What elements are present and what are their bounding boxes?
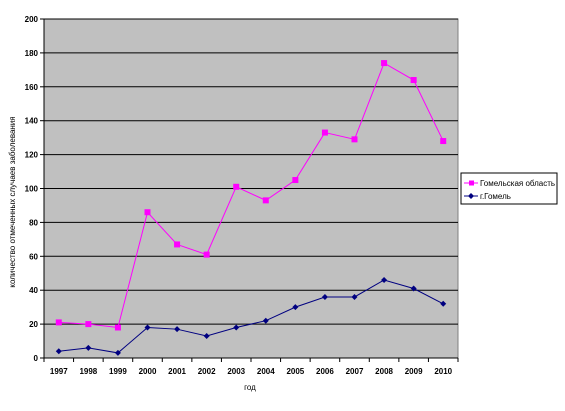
data-point [321, 293, 328, 300]
data-point [351, 136, 358, 143]
gridlines [44, 18, 458, 325]
y-tick-label: 140 [25, 117, 39, 126]
data-point [55, 348, 62, 355]
data-point [292, 304, 299, 311]
x-tick-label: 2005 [286, 367, 304, 376]
data-point [410, 77, 417, 84]
data-point [351, 293, 358, 300]
legend-box [460, 172, 558, 205]
data-point [292, 177, 299, 184]
series-line [58, 62, 444, 329]
y-tick-label: 20 [29, 320, 38, 329]
x-tick-label: 1997 [50, 367, 68, 376]
x-tick-label: 2006 [316, 367, 334, 376]
x-tick-label: 2004 [257, 367, 275, 376]
series-2 [55, 277, 447, 356]
series-line [58, 279, 444, 354]
data-point [55, 319, 62, 326]
y-tick-label: 100 [25, 185, 39, 194]
x-tick-label: 2010 [434, 367, 452, 376]
x-axis-ticks: 1997 1998 1999 2000 2001 2002 2003 2004 2005 2006… [43, 358, 459, 376]
data-point [440, 300, 447, 307]
x-tick-label: 2007 [346, 367, 364, 376]
x-tick-label: 2003 [227, 367, 245, 376]
x-tick-label: 1998 [79, 367, 97, 376]
y-tick-label: 0 [34, 354, 39, 363]
data-point [262, 317, 269, 324]
y-tick-label: 200 [25, 15, 39, 24]
y-tick-label: 80 [29, 218, 38, 227]
y-axis-ticks: 0 20 40 60 80 100 120 140 160 180 200 [25, 15, 44, 363]
x-axis-title: год [244, 383, 256, 392]
data-point [410, 285, 417, 292]
data-point [114, 324, 121, 331]
y-axis-title: количество отмеченных случаев заболевани… [8, 116, 17, 287]
x-tick-label: 2008 [375, 367, 393, 376]
data-point [321, 129, 328, 136]
x-tick-label: 2000 [139, 367, 157, 376]
legend-label-series-1: Гомельская область [480, 179, 555, 188]
series-1 [55, 60, 447, 331]
legend-marker-series-2 [468, 193, 474, 199]
data-point [174, 326, 181, 333]
x-tick-label: 2001 [168, 367, 186, 376]
legend: Гомельская область г.Гомель [460, 172, 558, 205]
y-tick-label: 60 [29, 252, 38, 261]
data-point [203, 332, 210, 339]
data-point [85, 344, 92, 351]
x-tick-label: 1999 [109, 367, 127, 376]
data-point [174, 241, 181, 248]
data-point [85, 321, 92, 328]
data-point [144, 209, 151, 216]
legend-marker-series-1 [469, 180, 474, 186]
y-tick-label: 120 [25, 151, 39, 160]
x-tick-label: 2002 [198, 367, 216, 376]
data-point [440, 138, 447, 145]
data-point [203, 251, 210, 258]
y-tick-label: 160 [25, 83, 39, 92]
data-point [233, 183, 240, 190]
data-point [233, 324, 240, 331]
legend-label-series-2: г.Гомель [480, 192, 511, 201]
series-group [55, 60, 447, 356]
data-point [144, 324, 151, 331]
y-tick-label: 40 [29, 286, 38, 295]
data-point [114, 349, 121, 356]
data-point [381, 60, 388, 67]
data-point [262, 197, 269, 204]
x-tick-label: 2009 [405, 367, 423, 376]
data-point [381, 277, 388, 284]
y-tick-label: 180 [25, 49, 39, 58]
